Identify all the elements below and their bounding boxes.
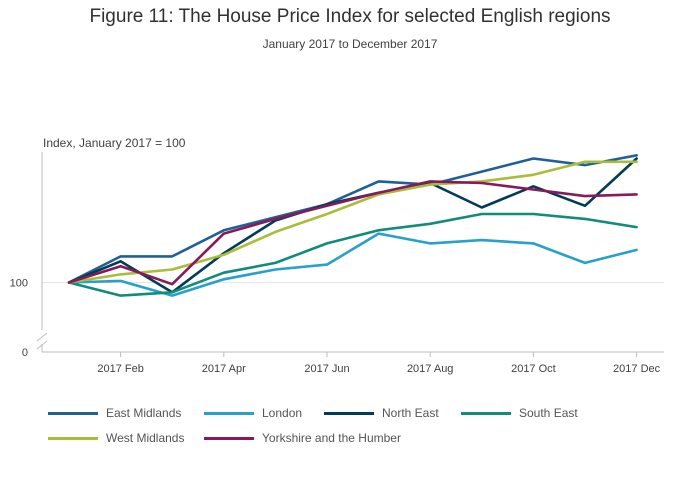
series-line-west-midlands xyxy=(67,160,638,284)
legend-label: North East xyxy=(382,406,439,420)
x-tick-label: 2017 Jun xyxy=(304,363,349,375)
legend-item-south-east[interactable]: South East xyxy=(461,406,578,420)
legend-label: East Midlands xyxy=(106,406,182,420)
legend-item-west-midlands[interactable]: West Midlands xyxy=(48,431,184,445)
legend-label: London xyxy=(262,406,303,420)
y-axis-label: Index, January 2017 = 100 xyxy=(43,136,186,150)
legend-swatch xyxy=(48,411,98,415)
x-tick-label: 2017 Feb xyxy=(97,363,143,375)
series-line-london xyxy=(67,232,638,297)
x-tick-label: 2017 Oct xyxy=(511,363,556,375)
x-tick-label: 2017 Dec xyxy=(613,363,661,375)
y-tick-label: 100 xyxy=(10,278,28,290)
legend-item-north-east[interactable]: North East xyxy=(324,406,439,420)
legend-item-east-midlands[interactable]: East Midlands xyxy=(48,406,181,420)
legend-item-yorkshire-and-the-humber[interactable]: Yorkshire and the Humber xyxy=(204,431,401,445)
axis-break-mark xyxy=(36,332,48,342)
series-line-east-midlands xyxy=(67,154,638,284)
x-tick-label: 2017 Aug xyxy=(407,363,454,375)
y-tick-label: 0 xyxy=(22,347,28,359)
legend-label: Yorkshire and the Humber xyxy=(262,431,401,445)
legend-swatch xyxy=(324,411,374,415)
axis-break-mark xyxy=(36,340,48,350)
chart-subtitle: January 2017 to December 2017 xyxy=(262,37,438,51)
legend-label: West Midlands xyxy=(106,431,185,445)
chart-title: Figure 11: The House Price Index for sel… xyxy=(89,6,611,27)
legend-swatch xyxy=(204,436,254,440)
legend-swatch xyxy=(204,411,254,415)
legend-swatch xyxy=(461,411,511,415)
legend-label: South East xyxy=(519,406,578,420)
series-line-yorkshire-and-the-humber xyxy=(67,180,638,286)
legend-item-london[interactable]: London xyxy=(204,406,302,420)
legend-swatch xyxy=(48,436,98,440)
x-tick-label: 2017 Apr xyxy=(202,363,246,375)
series-line-south-east xyxy=(67,212,638,297)
line-chart: Index, January 2017 = 100 100 0 2017 Feb 20… xyxy=(10,136,664,375)
